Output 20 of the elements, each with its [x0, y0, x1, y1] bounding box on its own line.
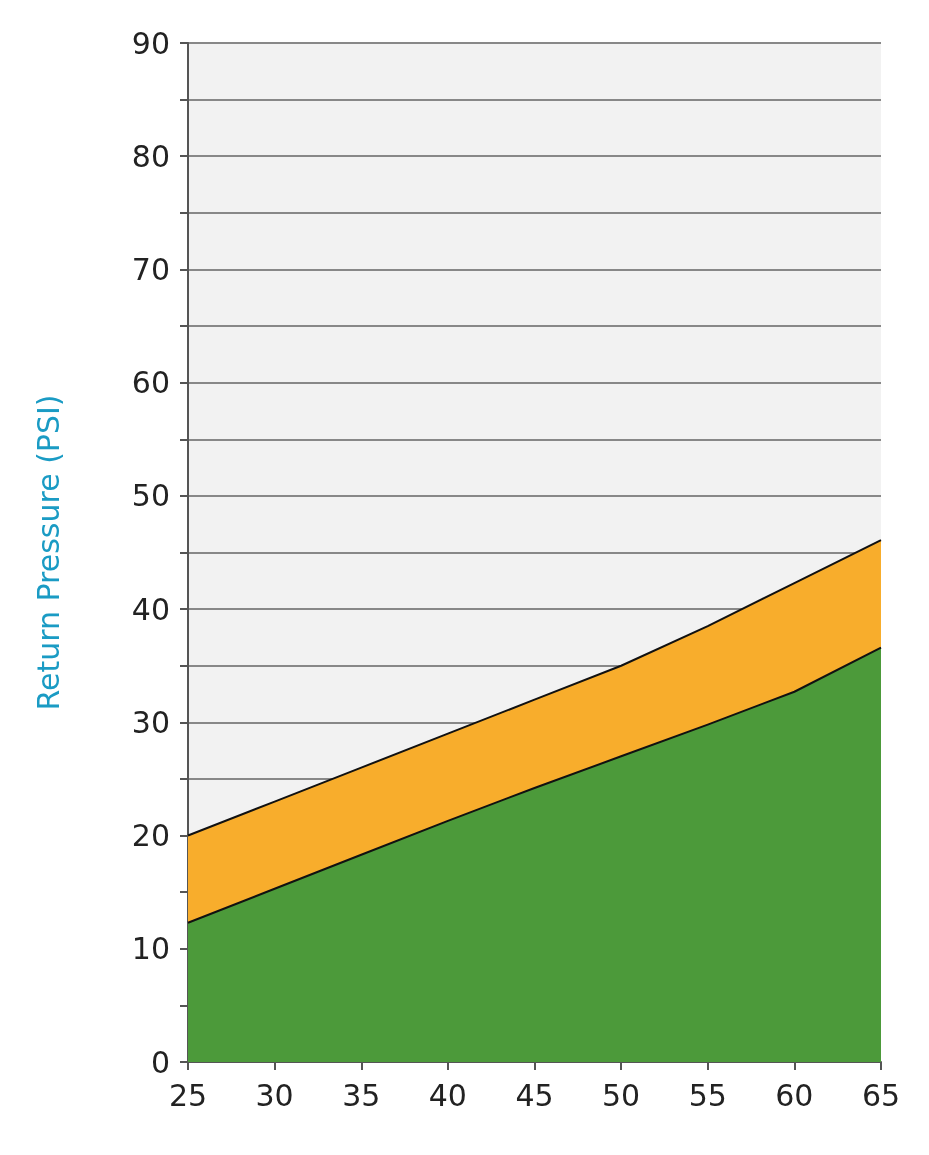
y-tick-label: 30 [131, 704, 170, 740]
x-tick-label: 40 [428, 1077, 467, 1113]
x-tick-label: 55 [688, 1077, 727, 1113]
y-tick-label: 10 [131, 931, 170, 967]
y-tick-label: 90 [131, 25, 170, 61]
y-tick-label: 0 [150, 1044, 170, 1080]
x-tick-label: 30 [255, 1077, 294, 1113]
x-tick-label: 45 [515, 1077, 554, 1113]
x-tick-label: 50 [602, 1077, 641, 1113]
y-tick-label: 60 [131, 365, 170, 401]
y-tick-label: 20 [131, 818, 170, 854]
x-tick-label: 65 [861, 1077, 901, 1113]
y-axis-title: Return Pressure (PSI) [30, 394, 66, 711]
x-tick-label: 60 [775, 1077, 814, 1113]
y-tick-label: 50 [131, 478, 170, 514]
y-tick-label: 70 [131, 251, 170, 287]
y-tick-label: 80 [131, 138, 170, 174]
x-tick-label: 25 [168, 1077, 208, 1113]
y-tick-label: 40 [131, 591, 170, 627]
x-tick-label: 35 [342, 1077, 381, 1113]
